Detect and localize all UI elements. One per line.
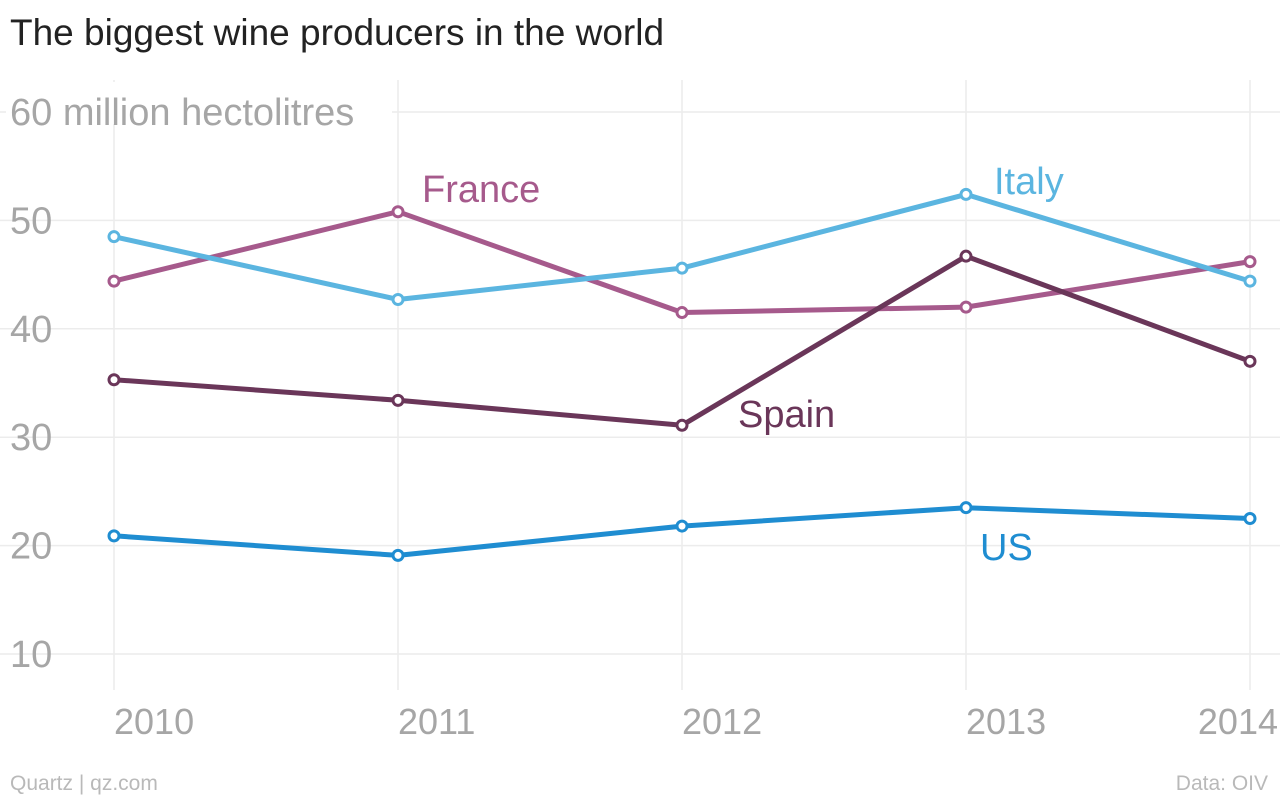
france-point-2014 [1243, 255, 1257, 269]
x-tick-label: 2014 [1198, 701, 1278, 742]
italy-point-2013 [959, 187, 973, 201]
france-series-label: France [422, 169, 540, 211]
x-tick-label: 2010 [114, 701, 194, 742]
series-labels: France Italy Spain US [422, 161, 1064, 569]
y-tick-label: 30 [10, 417, 52, 459]
france-point-2013 [959, 300, 973, 314]
france-point-2011 [391, 205, 405, 219]
us-point-2013 [959, 501, 973, 515]
y-axis-ticks: 10 20 30 40 50 60 million hectolitres [6, 82, 392, 676]
x-tick-label: 2012 [682, 701, 762, 742]
us-point-2014 [1243, 512, 1257, 525]
spain-series-label: Spain [738, 394, 835, 436]
data-source: Data: OIV [1175, 772, 1268, 795]
y-tick-label: 10 [10, 634, 52, 676]
chart-title: The biggest wine producers in the world [10, 12, 665, 53]
grid [0, 80, 1280, 690]
italy-point-2014 [1243, 274, 1257, 288]
italy-point-2012 [675, 261, 689, 275]
y-tick-label: 20 [10, 526, 52, 568]
spain-point-2013 [959, 249, 973, 263]
us-series-label: US [980, 527, 1033, 569]
y-tick-label: 50 [10, 200, 52, 242]
spain-point-2012 [675, 418, 689, 432]
source-credit: Quartz | qz.com [10, 772, 158, 795]
italy-point-2010 [107, 230, 121, 244]
us-point-2010 [107, 529, 121, 543]
x-tick-label: 2013 [966, 701, 1046, 742]
series-points [107, 187, 1257, 562]
italy-series-label: Italy [994, 161, 1064, 203]
france-point-2012 [675, 306, 689, 320]
spain-point-2010 [107, 373, 121, 387]
top-tick-label-background [6, 82, 392, 124]
us-point-2012 [675, 519, 689, 533]
y-tick-label: 40 [10, 309, 52, 351]
spain-point-2011 [391, 393, 405, 407]
italy-point-2011 [391, 293, 405, 307]
x-axis-ticks: 2010 2011 2012 2013 2014 [114, 701, 1278, 742]
x-tick-label: 2011 [398, 701, 475, 742]
y-tick-label: 60 million hectolitres [10, 92, 354, 134]
us-point-2011 [391, 548, 405, 562]
spain-point-2014 [1243, 354, 1257, 368]
france-point-2010 [107, 274, 121, 288]
